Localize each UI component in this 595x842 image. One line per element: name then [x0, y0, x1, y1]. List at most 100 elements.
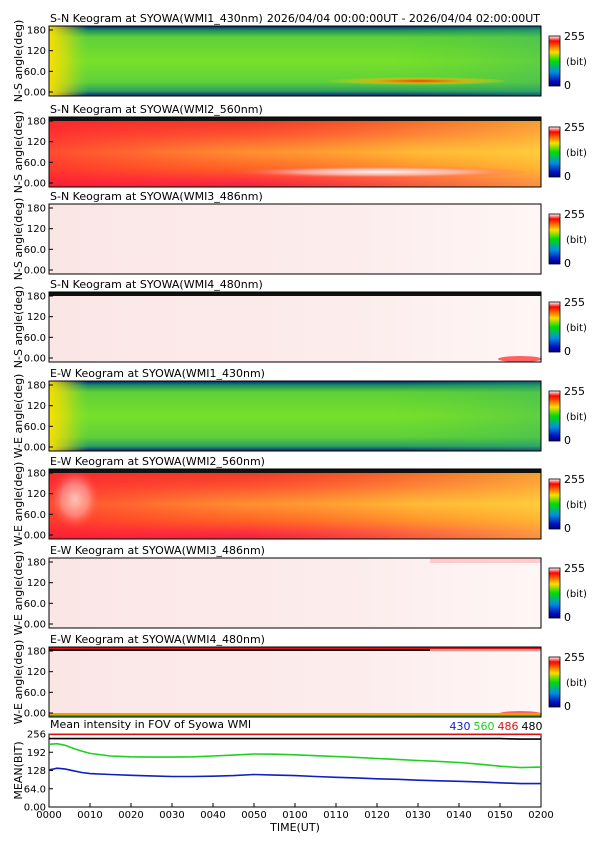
series-line-430 — [48, 767, 541, 785]
colorbar-min-label: 0 — [564, 522, 571, 535]
y-tick-label: 180 — [27, 117, 46, 128]
y-tick-label: 256 — [27, 730, 46, 741]
y-tick-label: 180 — [27, 292, 46, 303]
y-tick-label: 60.0 — [24, 510, 46, 521]
colorbar-max-label: 255 — [564, 562, 585, 575]
colorbar-min-label: 0 — [564, 79, 571, 92]
y-axis-label: N-S angle(deg) — [12, 286, 25, 369]
y-tick-label: 0.00 — [24, 531, 46, 542]
panel-frame — [48, 468, 542, 540]
y-tick-label: 180 — [27, 469, 46, 480]
colorbar — [548, 301, 561, 353]
legend-entry: 560 — [474, 720, 495, 733]
legend-entry: 430 — [450, 720, 471, 733]
x-tick-label: 0130 — [405, 810, 430, 821]
panel-title: S-N Keogram at SYOWA(WMI3_486nm) — [50, 190, 263, 203]
keogram-edge — [49, 647, 541, 649]
x-tick-label: 0120 — [364, 810, 389, 821]
keogram-panel: E-W Keogram at SYOWA(WMI1_430nm) 180 120 60… — [12, 367, 587, 458]
y-tick-label: 0.00 — [24, 803, 46, 814]
panel-title: E-W Keogram at SYOWA(WMI2_560nm) — [50, 455, 265, 468]
keogram-image — [49, 204, 541, 274]
x-tick-label: 0150 — [487, 810, 512, 821]
keogram-panel: E-W Keogram at SYOWA(WMI3_486nm) 180 120 60… — [12, 544, 587, 635]
y-tick-label: 60.0 — [24, 422, 46, 433]
colorbar — [548, 567, 561, 619]
colorbar — [548, 656, 561, 708]
keogram-panel: E-W Keogram at SYOWA(WMI2_560nm) 180 120 60… — [12, 455, 587, 546]
y-tick-label: 64.0 — [24, 784, 46, 795]
keogram-edge — [49, 292, 541, 296]
colorbar-max-label: 255 — [564, 651, 585, 664]
panel-frame — [48, 203, 542, 275]
x-tick-label: 0140 — [446, 810, 471, 821]
keogram-image — [49, 558, 541, 628]
colorbar-unit-label: (bit) — [566, 235, 587, 246]
keogram-panel: 180 120 60.0 0.00N-S angle(deg) 255 (bit) 0 — [12, 20, 587, 103]
mean-intensity-chart: Mean intensity in FOV of Syowa WMI 430 560… — [12, 718, 554, 834]
colorbar-unit-label: (bit) — [566, 678, 587, 689]
panel-title: S-N Keogram at SYOWA(WMI2_560nm) — [50, 103, 263, 116]
panel-title-1: S-N Keogram at SYOWA(WMI1_430nm) — [50, 12, 263, 25]
x-tick-label: 0010 — [77, 810, 102, 821]
x-tick-label: 0110 — [323, 810, 348, 821]
colorbar-max-label: 255 — [564, 296, 585, 309]
colorbar-max-label: 255 — [564, 30, 585, 43]
panel-title: S-N Keogram at SYOWA(WMI4_480nm) — [50, 278, 263, 291]
panel-frame — [48, 116, 542, 188]
colorbar-max-label: 255 — [564, 208, 585, 221]
panel-frame — [48, 291, 542, 363]
chart-title: Mean intensity in FOV of Syowa WMI — [50, 718, 251, 731]
y-tick-label: 0.00 — [24, 179, 46, 190]
colorbar — [548, 390, 561, 442]
y-tick-label: 120 — [27, 224, 46, 235]
colorbar-min-label: 0 — [564, 700, 571, 713]
series-line-480 — [49, 737, 541, 740]
y-tick-label: 180 — [27, 381, 46, 392]
x-tick-label: 0020 — [118, 810, 143, 821]
y-axis-label: W-E angle(deg) — [12, 374, 25, 459]
y-tick-label: 60.0 — [24, 333, 46, 344]
keogram-edge — [49, 713, 541, 715]
y-tick-label: 120 — [27, 489, 46, 500]
panel-frame — [48, 557, 542, 629]
colorbar-unit-label: (bit) — [566, 148, 587, 159]
y-tick-label: 180 — [27, 204, 46, 215]
y-tick-label: 60.0 — [24, 599, 46, 610]
y-tick-label: 0.00 — [24, 443, 46, 454]
y-axis-label: N-S angle(deg) — [12, 20, 25, 103]
colorbar-min-label: 0 — [564, 170, 571, 183]
colorbar-min-label: 0 — [564, 611, 571, 624]
y-tick-label: 120 — [27, 312, 46, 323]
y-tick-label: 60.0 — [24, 688, 46, 699]
y-tick-label: 180 — [27, 647, 46, 658]
y-tick-label: 0.00 — [24, 354, 46, 365]
x-tick-label: 0100 — [282, 810, 307, 821]
keogram-shading — [49, 469, 541, 539]
keogram-panel: S-N Keogram at SYOWA(WMI2_560nm) 180 120 60… — [12, 103, 587, 193]
y-tick-label: 0.00 — [24, 88, 46, 99]
y-axis-label: MEAN(BIT) — [12, 741, 25, 799]
colorbar — [548, 478, 561, 530]
x-tick-label: 0000 — [36, 810, 61, 821]
keogram-shading — [49, 26, 541, 96]
colorbar-unit-label: (bit) — [566, 500, 587, 511]
aurora-band — [50, 469, 100, 529]
colorbar-unit-label: (bit) — [566, 57, 587, 68]
colorbar — [548, 35, 561, 87]
aurora-band — [230, 166, 530, 178]
y-tick-label: 0.00 — [24, 266, 46, 277]
keogram-edge — [49, 469, 541, 473]
colorbar-min-label: 0 — [564, 434, 571, 447]
colorbar-unit-label: (bit) — [566, 589, 587, 600]
panel-title: E-W Keogram at SYOWA(WMI4_480nm) — [50, 633, 265, 646]
panel-frame — [48, 380, 542, 452]
y-tick-label: 128 — [27, 766, 46, 777]
keogram-image — [49, 292, 541, 362]
x-tick-label: 0040 — [200, 810, 225, 821]
series-line-560 — [48, 742, 542, 769]
panel-title: E-W Keogram at SYOWA(WMI1_430nm) — [50, 367, 265, 380]
y-tick-label: 120 — [27, 401, 46, 412]
y-tick-label: 120 — [27, 137, 46, 148]
